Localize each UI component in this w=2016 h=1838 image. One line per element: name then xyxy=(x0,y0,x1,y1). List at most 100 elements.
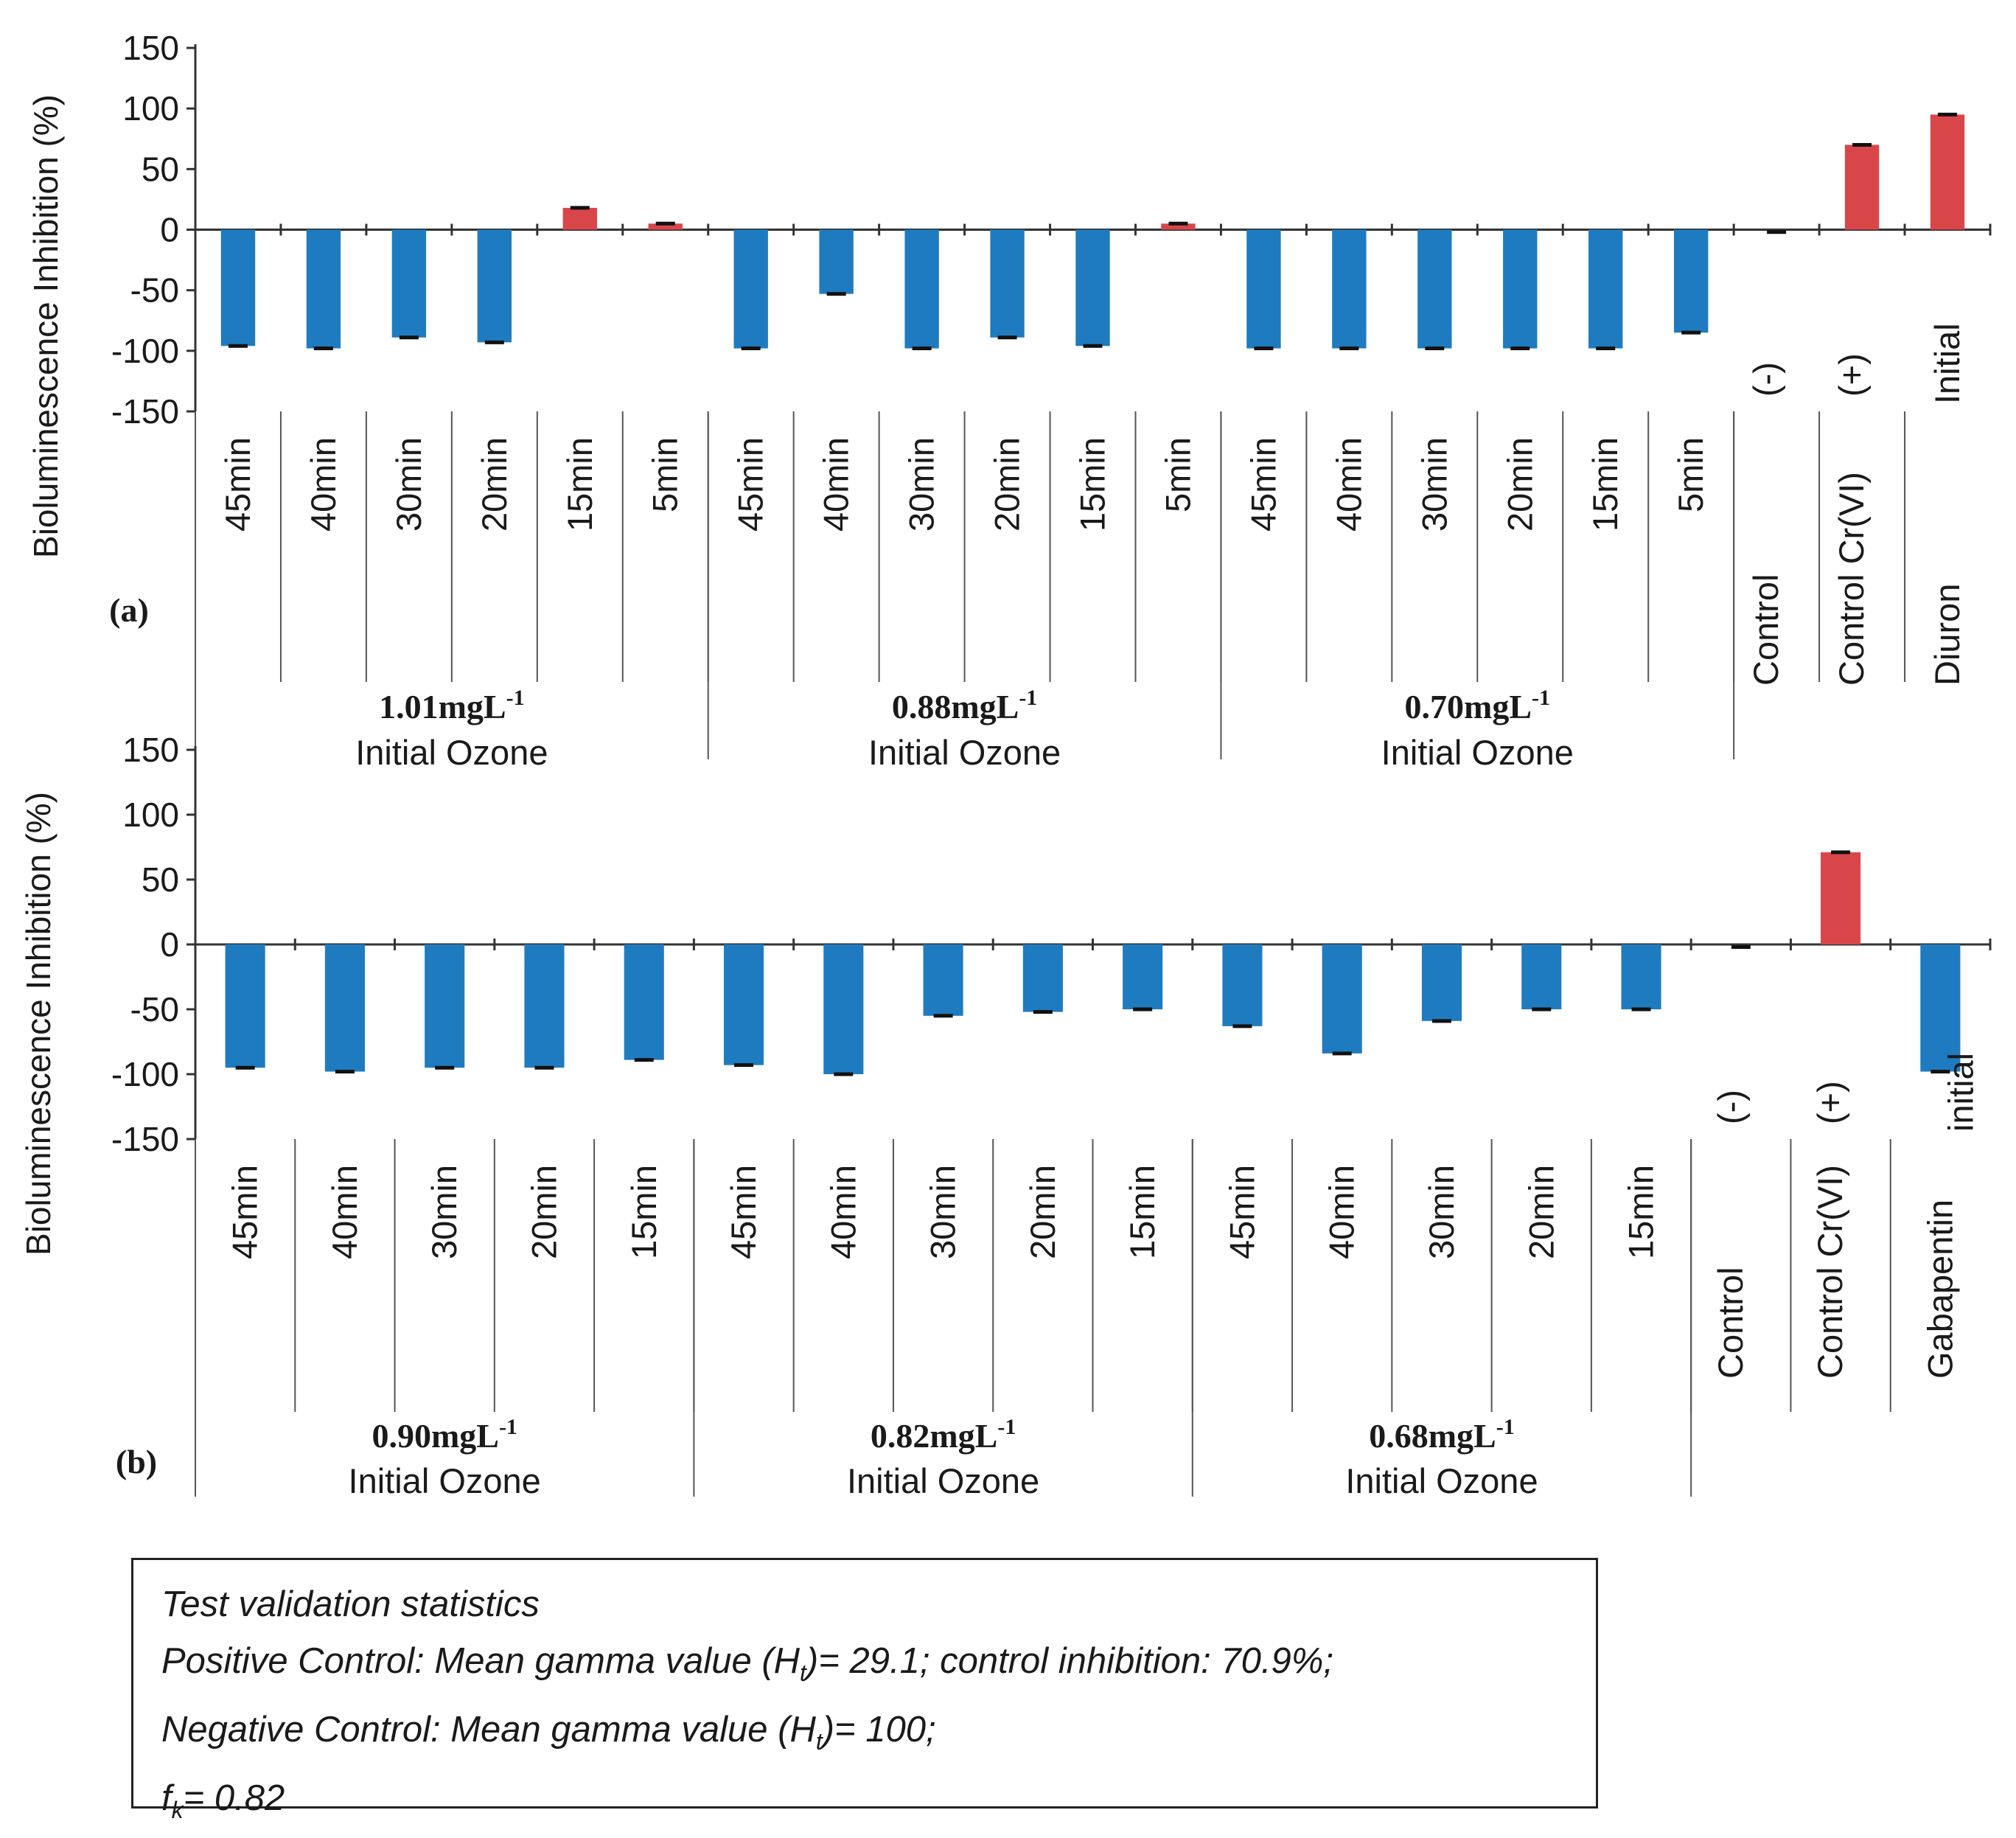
fk-suffix: = 0.82 xyxy=(183,1778,285,1818)
panel-a-group-concentration: 0.88mgL-1 xyxy=(892,686,1038,725)
panel-b-y-tick-label: 50 xyxy=(142,860,179,899)
stats-negative-control: Negative Control: Mean gamma value (Ht)=… xyxy=(161,1702,1568,1770)
fk-prefix: f xyxy=(161,1778,172,1818)
panel-a-category-label: 15min xyxy=(1073,437,1112,532)
concentration-value: 0.88mgL xyxy=(892,688,1019,725)
panel-b-category-label: 45min xyxy=(226,1165,265,1259)
panel-b-category-label: 15min xyxy=(624,1165,663,1259)
panel-b-y-tick-label: -150 xyxy=(111,1120,179,1158)
panel-b-category-label: 40min xyxy=(1322,1165,1361,1259)
panel-a-category-label: 20min xyxy=(1500,437,1539,532)
panel-a-category-sign: (-) xyxy=(1746,362,1785,397)
panel-a-category-label: 5min xyxy=(1158,437,1197,512)
panel-a-category-label: Control Cr(VI) xyxy=(1832,472,1871,686)
panel-a-category-sub: Initial xyxy=(1928,323,1967,404)
panel-b-category-sub: initial xyxy=(1941,1053,1980,1132)
panel-a-bar xyxy=(477,229,512,343)
panel-a-category-sign: (+) xyxy=(1832,353,1871,397)
panel-a-group-concentration: 1.01mgL-1 xyxy=(379,686,525,725)
panel-b-group-label: Initial Ozone xyxy=(847,1461,1039,1500)
panel-a-bar xyxy=(1673,229,1709,333)
panel-b-category-label: 30min xyxy=(924,1165,963,1259)
concentration-superscript: -1 xyxy=(1019,686,1037,710)
panel-b-category-sign: (-) xyxy=(1711,1090,1750,1124)
concentration-superscript: -1 xyxy=(1496,1415,1515,1439)
panel-b-bar xyxy=(1421,944,1462,1021)
panel-a-bar xyxy=(1417,229,1452,349)
panel-b-category-label: 15min xyxy=(1622,1165,1661,1259)
panel-b-category-label: 40min xyxy=(325,1165,364,1259)
panel-b-bar xyxy=(823,944,864,1074)
panel-a-category-label: Control xyxy=(1746,574,1785,686)
panel-a-category-label: 15min xyxy=(1586,437,1625,532)
panel-b-category-label: Control xyxy=(1711,1267,1750,1379)
test-validation-statistics: Test validation statistics Positive Cont… xyxy=(131,1558,1598,1823)
panel-b-y-tick-label: -50 xyxy=(130,990,179,1028)
panel-b-category-label: 45min xyxy=(1222,1165,1261,1259)
panel-a-y-axis-title: Bioluminescence Inhibition (%) xyxy=(27,94,65,558)
concentration-value: 0.90mgL xyxy=(372,1417,499,1455)
panel-a-category-label: 5min xyxy=(1671,437,1710,512)
panel-b-group-label: Initial Ozone xyxy=(1345,1461,1538,1500)
panel-b-bar xyxy=(1022,944,1063,1012)
panel-a-category-label: 40min xyxy=(304,437,343,532)
panel-a-group-label: Initial Ozone xyxy=(868,733,1061,772)
stats-title: Test validation statistics xyxy=(161,1584,540,1624)
panel-a-bar xyxy=(733,229,768,349)
negative-suffix: )= 100; xyxy=(822,1709,936,1750)
panel-a-bar xyxy=(391,229,427,338)
panel-a-bar xyxy=(1075,229,1110,347)
panel-b-bar xyxy=(225,944,265,1068)
concentration-value: 0.82mgL xyxy=(871,1417,998,1455)
panel-a-bar xyxy=(990,229,1025,338)
panel-a-bar xyxy=(1332,229,1367,349)
panel-a-category-label: 30min xyxy=(902,437,941,532)
panel-b-bar xyxy=(1920,944,1961,1072)
panel-a-category-label: 45min xyxy=(218,437,257,532)
panel-a-bar xyxy=(1503,229,1538,349)
panel-b-bar xyxy=(624,944,664,1060)
panel-a-y-tick-label: 50 xyxy=(142,150,179,188)
panel-a-y-tick-label: 100 xyxy=(122,89,179,128)
panel-b-group-concentration: 0.68mgL-1 xyxy=(1369,1415,1515,1455)
panel-a-group-label: Initial Ozone xyxy=(1381,733,1574,772)
negative-sub: t xyxy=(815,1727,823,1755)
panel-a-category-label: 15min xyxy=(560,437,599,532)
panel-b-y-tick-label: 0 xyxy=(160,925,179,964)
negative-prefix: Negative Control: Mean gamma value (H xyxy=(161,1709,816,1750)
panel-b-bar xyxy=(1322,944,1362,1054)
fk-sub: k xyxy=(171,1796,184,1823)
panel-b-bar xyxy=(1621,944,1661,1009)
panel-a-category-label: 20min xyxy=(475,437,514,532)
panel-b-group-concentration: 0.82mgL-1 xyxy=(871,1415,1016,1455)
concentration-value: 1.01mgL xyxy=(379,688,506,725)
panel-b-bar xyxy=(923,944,963,1016)
panel-a-category-label: 45min xyxy=(1244,437,1283,532)
panel-b-category-sign: (+) xyxy=(1810,1081,1849,1124)
positive-suffix: )= 29.1; control inhibition: 70.9%; xyxy=(806,1641,1333,1681)
stats-fk: fk= 0.82 xyxy=(161,1770,1568,1838)
panel-a-bar xyxy=(1161,223,1196,230)
panel-b-category-label: 45min xyxy=(724,1165,763,1259)
panel-a-bar xyxy=(1588,229,1623,349)
panel-b-bar xyxy=(324,944,365,1072)
concentration-superscript: -1 xyxy=(506,686,525,710)
panel-b-category-label: 15min xyxy=(1123,1165,1162,1259)
concentration-superscript: -1 xyxy=(1532,686,1550,710)
panel-b-category-label: 40min xyxy=(823,1165,862,1259)
panel-a-bar xyxy=(562,207,597,230)
panel-a-category-label: Diuron xyxy=(1928,584,1967,686)
panel-b-bar xyxy=(1521,944,1562,1009)
panel-b-y-tick-label: 100 xyxy=(122,796,179,834)
panel-a-bar xyxy=(1844,145,1880,230)
panel-b-category-label: Control Cr(VI) xyxy=(1810,1165,1849,1379)
panel-a-bar xyxy=(1246,229,1281,349)
concentration-value: 0.70mgL xyxy=(1405,688,1532,725)
panel-b-category-label: 20min xyxy=(1521,1165,1560,1259)
panel-a-bar xyxy=(904,229,939,349)
panel-b-group-concentration: 0.90mgL-1 xyxy=(372,1415,517,1455)
panel-a-y-tick-label: -50 xyxy=(130,271,179,310)
positive-sub: t xyxy=(800,1659,806,1686)
